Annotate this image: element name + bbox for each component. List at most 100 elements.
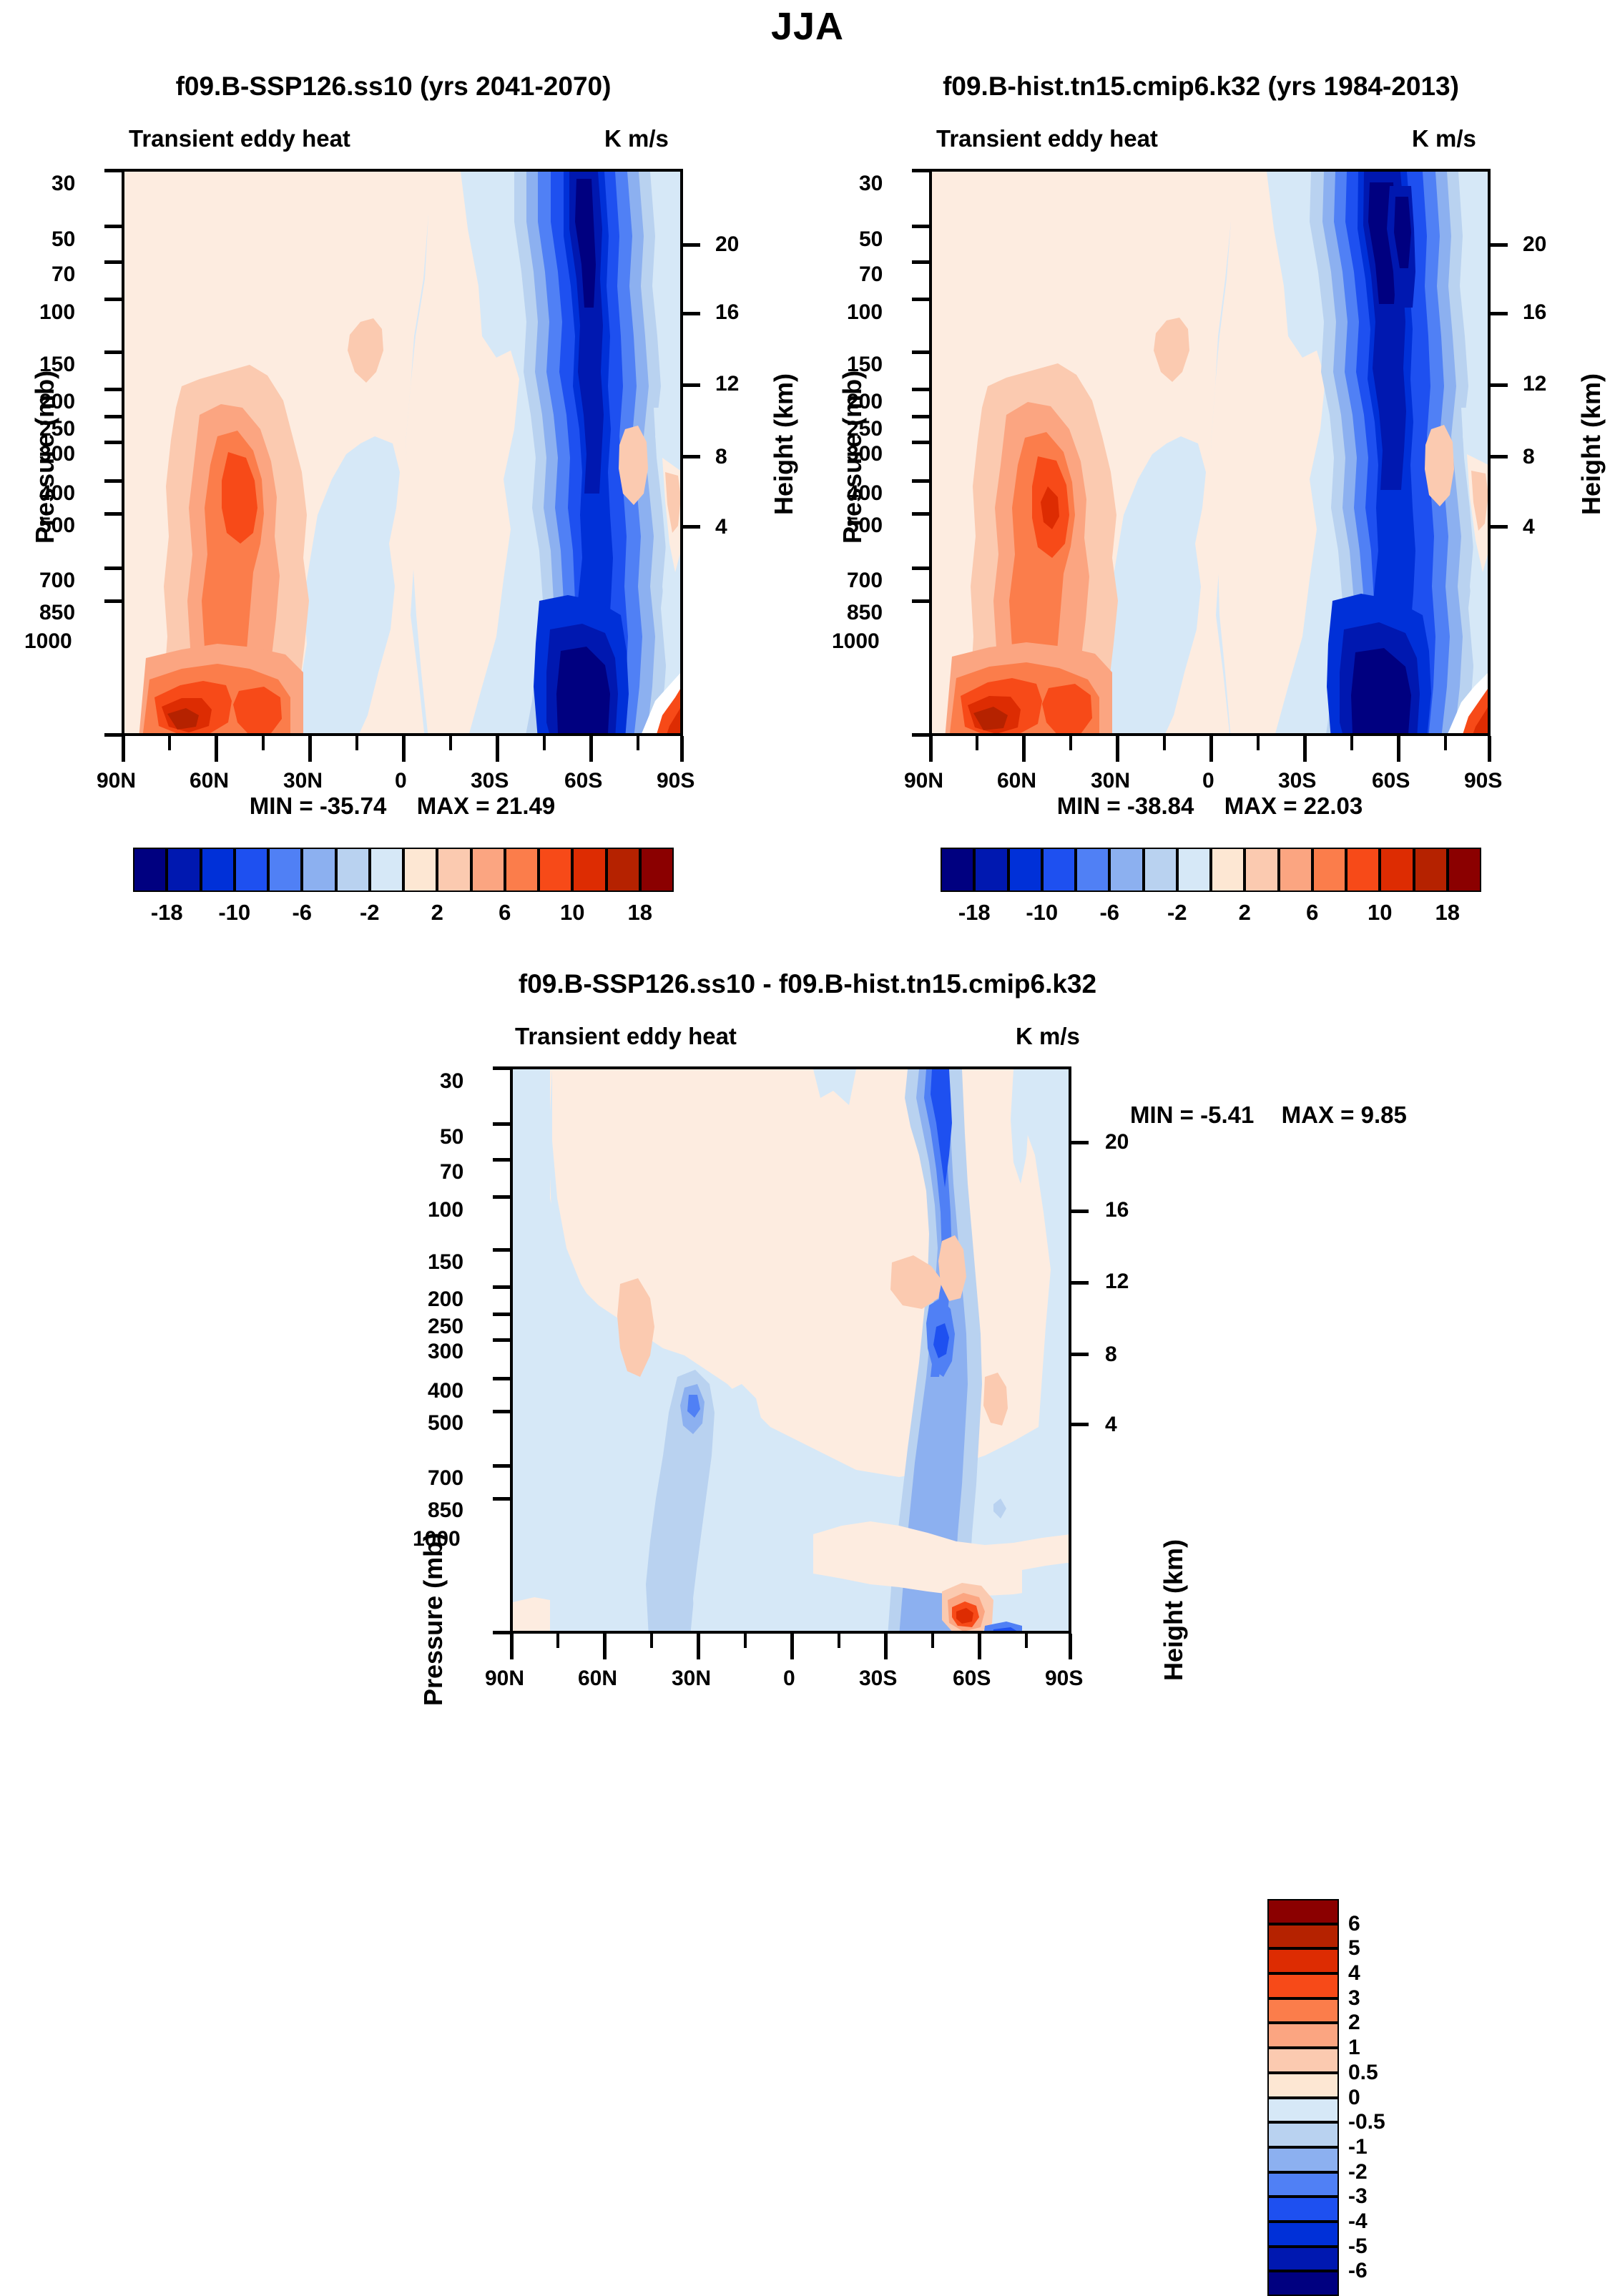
- colorbar-tick-label: 2: [1348, 2011, 1360, 2035]
- panel-ssp126-colorbar-labels: -18 -10 -6 -2 2 6 10 18: [133, 900, 674, 931]
- colorbar-swatch: [1267, 1923, 1339, 1949]
- colorbar-swatch: [1278, 848, 1312, 892]
- colorbar-tick-label: 10: [1368, 900, 1393, 925]
- htick-8: 8: [715, 445, 727, 468]
- colorbar-swatch: [1245, 848, 1279, 892]
- lat-90N: 90N: [904, 769, 944, 793]
- lat-60N: 60N: [190, 769, 230, 793]
- ptick-50: 50: [440, 1125, 464, 1149]
- ptick-300: 300: [847, 442, 883, 466]
- panel-diff-title: f09.B-SSP126.ss10 - f09.B-hist.tn15.cmip…: [518, 969, 1097, 999]
- colorbar-swatch: [1346, 848, 1380, 892]
- colorbar-tick-label: 3: [1348, 1986, 1360, 2010]
- panel-diff-units-label: K m/s: [1016, 1023, 1080, 1049]
- htick-8: 8: [1523, 445, 1535, 468]
- panel-ssp126-height-axis-title: Height (km): [769, 373, 798, 515]
- colorbar-tick-label: -2: [1167, 900, 1187, 925]
- ptick-1000: 1000: [24, 629, 72, 653]
- panel-diff-min: MIN = -5.41: [1130, 1102, 1255, 1128]
- panel-ssp126-plot-area[interactable]: [122, 169, 683, 736]
- colorbar-tick-label: 2: [431, 900, 443, 925]
- ptick-150: 150: [428, 1250, 464, 1274]
- colorbar-swatch: [974, 848, 1008, 892]
- htick-16: 16: [1523, 300, 1547, 324]
- panel-diff-height-axis-title: Height (km): [1159, 1539, 1188, 1681]
- colorbar-swatch: [234, 848, 268, 892]
- colorbar-swatch: [1177, 848, 1211, 892]
- panel-hist-units-label: K m/s: [1412, 125, 1476, 152]
- colorbar-swatch: [1312, 848, 1346, 892]
- panel-hist-colorbar[interactable]: [941, 848, 1481, 892]
- colorbar-tick-label: -18: [958, 900, 991, 925]
- colorbar-swatch: [1211, 848, 1245, 892]
- colorbar-swatch: [1267, 2246, 1339, 2272]
- colorbar-tick-label: 5: [1348, 1936, 1360, 1961]
- colorbar-tick-label: 10: [560, 900, 585, 925]
- colorbar-swatch: [1447, 848, 1481, 892]
- colorbar-tick-label: -0.5: [1348, 2110, 1385, 2134]
- colorbar-swatch: [1267, 1998, 1339, 2023]
- lat-30S: 30S: [859, 1667, 898, 1690]
- colorbar-tick-label: 2: [1238, 900, 1251, 925]
- colorbar-swatch: [1267, 2097, 1339, 2123]
- ptick-300: 300: [39, 442, 76, 466]
- panel-diff-colorbar-labels: 6 5 4 3 2 1 0.5 0 -0.5 -1 -2 -3 -4 -5 -6: [1348, 1899, 1434, 2296]
- ptick-400: 400: [428, 1379, 464, 1403]
- colorbar-tick-label: -4: [1348, 2209, 1368, 2233]
- ptick-200: 200: [39, 390, 76, 413]
- colorbar-swatch: [1041, 848, 1076, 892]
- colorbar-swatch: [1267, 2122, 1339, 2147]
- ptick-1000: 1000: [413, 1527, 461, 1551]
- panel-hist-max: MAX = 22.03: [1224, 793, 1363, 819]
- lat-90S: 90S: [657, 769, 695, 793]
- panel-ssp126-colorbar[interactable]: [133, 848, 674, 892]
- ptick-30: 30: [440, 1069, 464, 1093]
- lat-60N: 60N: [578, 1667, 618, 1690]
- lat-30N: 30N: [1091, 769, 1131, 793]
- colorbar-tick-label: -6: [1348, 2259, 1368, 2283]
- colorbar-swatch: [1267, 1948, 1339, 1974]
- ptick-500: 500: [847, 514, 883, 537]
- ptick-30: 30: [51, 172, 76, 195]
- colorbar-tick-label: -10: [1026, 900, 1059, 925]
- htick-20: 20: [1105, 1130, 1129, 1154]
- lat-0: 0: [1202, 769, 1214, 793]
- colorbar-swatch: [1267, 2072, 1339, 2098]
- colorbar-tick-label: -5: [1348, 2234, 1368, 2258]
- panel-diff: f09.B-SSP126.ss10 - f09.B-hist.tn15.cmip…: [0, 951, 1615, 2296]
- panel-hist-title: f09.B-hist.tn15.cmip6.k32 (yrs 1984-2013…: [943, 72, 1459, 101]
- colorbar-swatch: [606, 848, 640, 892]
- panel-ssp126-max: MAX = 21.49: [416, 793, 556, 819]
- colorbar-swatch: [1143, 848, 1177, 892]
- panel-hist-min: MIN = -38.84: [1056, 793, 1194, 819]
- colorbar-tick-label: -18: [150, 900, 183, 925]
- ptick-400: 400: [847, 481, 883, 505]
- colorbar-swatch: [200, 848, 235, 892]
- panel-ssp126-variable-label: Transient eddy heat: [129, 125, 350, 152]
- lat-90S: 90S: [1464, 769, 1503, 793]
- panel-ssp126: f09.B-SSP126.ss10 (yrs 2041-2070) Transi…: [0, 0, 808, 951]
- panel-hist-plot-area[interactable]: [929, 169, 1491, 736]
- colorbar-swatch: [335, 848, 370, 892]
- panel-diff-colorbar[interactable]: [1267, 1899, 1339, 2296]
- colorbar-swatch: [437, 848, 471, 892]
- htick-20: 20: [1523, 232, 1547, 256]
- colorbar-swatch: [403, 848, 438, 892]
- colorbar-swatch: [1267, 2271, 1339, 2296]
- ptick-700: 700: [847, 569, 883, 592]
- ptick-150: 150: [847, 353, 883, 376]
- panel-diff-plot-area[interactable]: [510, 1066, 1071, 1634]
- colorbar-tick-label: 0.5: [1348, 2060, 1378, 2084]
- ptick-70: 70: [859, 263, 883, 286]
- colorbar-swatch: [1267, 2197, 1339, 2222]
- ptick-400: 400: [39, 481, 76, 505]
- colorbar-swatch: [302, 848, 336, 892]
- htick-4: 4: [715, 515, 727, 539]
- ptick-1000: 1000: [832, 629, 880, 653]
- htick-12: 12: [1523, 372, 1547, 396]
- colorbar-tick-label: -2: [359, 900, 380, 925]
- ptick-700: 700: [39, 569, 76, 592]
- ptick-250: 250: [847, 417, 883, 441]
- panel-ssp126-units-label: K m/s: [604, 125, 669, 152]
- ptick-850: 850: [428, 1498, 464, 1522]
